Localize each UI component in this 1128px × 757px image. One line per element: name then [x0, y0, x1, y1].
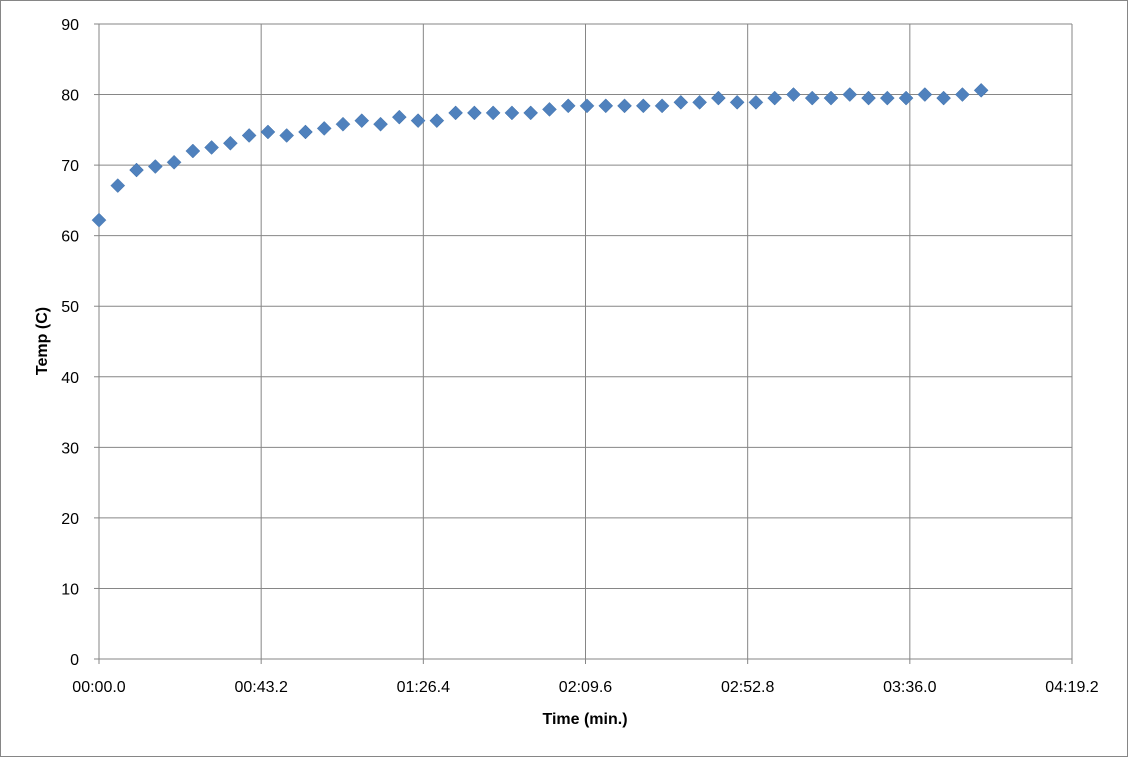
y-tick-label: 80	[61, 88, 79, 105]
data-point	[279, 128, 295, 143]
data-point	[523, 105, 539, 121]
data-point	[748, 94, 764, 110]
data-point	[185, 143, 201, 159]
data-point	[354, 113, 370, 129]
y-tick-label: 10	[61, 581, 79, 598]
data-point	[504, 105, 520, 121]
y-tick-label: 90	[61, 17, 79, 34]
data-point	[129, 162, 144, 178]
data-point	[410, 113, 426, 129]
data-point	[617, 98, 632, 114]
y-tick-label: 30	[61, 440, 79, 457]
data-point	[654, 98, 670, 114]
data-point	[879, 90, 895, 106]
data-point	[223, 135, 238, 151]
data-point	[729, 94, 745, 110]
gridlines	[94, 23, 1073, 664]
x-axis-title: Time (min.)	[542, 711, 627, 728]
data-point	[842, 87, 858, 102]
data-point	[598, 98, 614, 114]
data-point	[767, 90, 783, 106]
data-point	[711, 90, 726, 106]
data-point	[429, 113, 445, 129]
data-point	[861, 90, 876, 106]
data-point	[335, 116, 351, 132]
x-tick-label: 00:43.2	[234, 679, 287, 696]
y-tick-label: 20	[61, 511, 79, 528]
tick-labels: 0 10 20 30 40 50 60 70 80 90 00:00.0 00:43.2 01:26.4…	[61, 17, 1099, 696]
data-point	[204, 140, 219, 155]
y-tick-label: 50	[61, 299, 79, 316]
data-point	[542, 102, 557, 117]
x-tick-label: 01:26.4	[397, 679, 450, 696]
data-point	[316, 121, 332, 136]
data-point	[91, 212, 107, 228]
data-point	[804, 90, 820, 106]
data-point	[391, 109, 407, 125]
data-point	[973, 82, 989, 98]
data-point	[260, 124, 276, 140]
data-point	[898, 90, 914, 106]
data-point	[673, 94, 689, 110]
data-point	[635, 98, 651, 114]
data-point	[166, 154, 182, 170]
data-point	[955, 87, 970, 102]
data-point	[241, 128, 257, 143]
x-tick-label: 00:00.0	[72, 679, 125, 696]
data-point	[110, 178, 126, 193]
data-point	[147, 159, 163, 174]
y-tick-label: 40	[61, 370, 79, 387]
y-axis-title: Temp (C)	[34, 307, 51, 375]
x-tick-label: 02:09.6	[559, 679, 612, 696]
data-series	[91, 82, 989, 228]
data-point	[298, 124, 313, 140]
x-tick-label: 04:19.2	[1045, 679, 1098, 696]
y-tick-label: 70	[61, 158, 79, 175]
data-point	[823, 90, 839, 106]
data-point	[485, 105, 501, 121]
data-point	[373, 116, 388, 132]
data-point	[692, 94, 707, 110]
data-point	[467, 105, 482, 121]
y-tick-label: 0	[70, 652, 79, 669]
data-point	[579, 98, 595, 114]
y-tick-label: 60	[61, 229, 79, 246]
data-point	[560, 98, 576, 114]
x-tick-label: 02:52.8	[721, 679, 774, 696]
data-point	[448, 105, 463, 121]
data-point	[917, 87, 933, 102]
data-point	[786, 87, 801, 102]
data-point	[936, 90, 951, 106]
x-tick-label: 03:36.0	[883, 679, 936, 696]
